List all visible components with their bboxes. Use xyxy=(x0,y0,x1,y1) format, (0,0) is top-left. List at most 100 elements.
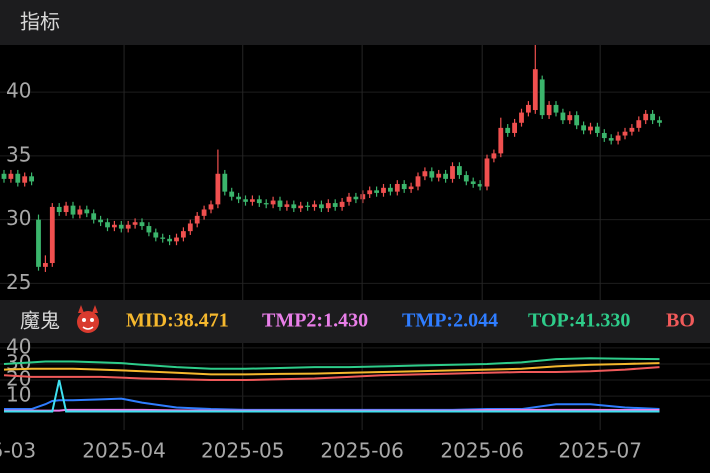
candle-body xyxy=(181,231,186,238)
candle-body xyxy=(436,173,442,178)
candle-body xyxy=(174,237,179,242)
candle-body xyxy=(250,199,255,202)
candle-body xyxy=(167,238,172,242)
candle-body xyxy=(98,219,103,223)
candle-body xyxy=(15,173,21,183)
candle-body xyxy=(56,206,62,213)
candle-body xyxy=(560,112,566,121)
candle-body xyxy=(125,224,131,229)
y-tick-label: 40 xyxy=(6,79,31,103)
candle-body xyxy=(608,138,614,141)
header-title: 指标 xyxy=(20,10,60,34)
candle-body xyxy=(208,204,214,210)
candle-body xyxy=(201,209,207,216)
devil-icon xyxy=(77,305,99,333)
candle-body xyxy=(353,196,359,200)
candle-body xyxy=(215,173,221,205)
candle-body xyxy=(643,113,649,121)
candle-body xyxy=(601,132,607,139)
legend-item: MID:38.471 xyxy=(126,310,229,332)
candle-body xyxy=(408,186,414,190)
x-tick-label: 2025-04 xyxy=(82,439,166,463)
x-tick-label: 2025-03 xyxy=(0,439,36,463)
candle-body xyxy=(463,175,469,182)
candle-body xyxy=(187,223,193,232)
y-tick-label: 35 xyxy=(6,142,31,166)
candle-body xyxy=(546,104,552,116)
candle-body xyxy=(332,203,338,207)
candle-body xyxy=(512,122,517,133)
candle-body xyxy=(1,173,7,179)
candle-body xyxy=(457,166,462,176)
header-bar xyxy=(0,0,710,45)
candle-body xyxy=(298,205,304,209)
candle-body xyxy=(636,120,642,128)
x-tick-label: 2025-06 xyxy=(320,439,404,463)
legend-item: BO xyxy=(666,310,695,332)
candle-body xyxy=(346,196,352,202)
candle-body xyxy=(43,263,48,267)
candle-body xyxy=(339,201,345,207)
candle-body xyxy=(325,203,331,209)
candle-body xyxy=(36,219,41,267)
candle-body xyxy=(526,104,531,113)
candle-body xyxy=(567,115,573,121)
candle-body xyxy=(63,205,69,213)
candle-body xyxy=(263,203,269,205)
candle-body xyxy=(91,213,97,220)
candle-body xyxy=(284,204,290,207)
candle-body xyxy=(539,79,545,116)
candle-body xyxy=(505,127,511,133)
candle-body xyxy=(629,127,635,132)
candle-body xyxy=(194,215,200,224)
candle-body xyxy=(657,120,662,123)
y-tick-label: 25 xyxy=(6,270,31,294)
candle-body xyxy=(574,115,580,126)
candle-body xyxy=(146,226,152,233)
candle-body xyxy=(595,126,600,133)
indicator-bar xyxy=(0,300,710,343)
candle-body xyxy=(105,222,110,228)
legend-item: TOP:41.330 xyxy=(528,310,630,332)
candle-body xyxy=(422,171,428,177)
candle-body xyxy=(139,222,145,227)
candle-body xyxy=(243,199,248,202)
candle-body xyxy=(22,176,28,183)
candle-body xyxy=(8,173,14,179)
candle-body xyxy=(477,183,483,187)
candle-body xyxy=(118,224,124,229)
candle-body xyxy=(70,205,76,215)
y-tick-label: 40 xyxy=(6,334,31,358)
indicator-line xyxy=(3,357,660,370)
candle-body xyxy=(532,69,538,111)
candle-body xyxy=(360,194,366,200)
candle-body xyxy=(429,171,435,178)
candle-body xyxy=(374,190,379,193)
candle-body xyxy=(229,191,235,197)
x-tick-label: 2025-06 xyxy=(440,439,524,463)
x-tick-label: 2025-05 xyxy=(201,439,285,463)
price-panel xyxy=(0,45,710,300)
candle-body xyxy=(84,209,90,214)
candle-body xyxy=(581,125,586,131)
candle-body xyxy=(553,104,559,113)
legend-item: TMP:2.044 xyxy=(402,310,498,332)
candle-body xyxy=(443,173,448,179)
candle-body xyxy=(491,153,497,159)
candle-body xyxy=(153,232,159,238)
candle-body xyxy=(29,176,34,182)
candle-body xyxy=(588,126,593,131)
indicator-line xyxy=(3,362,660,376)
candle-body xyxy=(112,224,117,228)
candle-body xyxy=(484,158,490,187)
charts: 25 30 35 40 MID:38.471 TMP2:1.430 TMP:2.044 TOP… xyxy=(0,45,710,463)
candle-body xyxy=(77,209,83,215)
candle-body xyxy=(256,199,262,204)
candle-body xyxy=(305,205,310,207)
candle-body xyxy=(319,204,324,209)
candle-body xyxy=(615,135,621,141)
candle-body xyxy=(132,222,138,225)
candle-body xyxy=(270,200,276,205)
candle-body xyxy=(381,187,386,193)
legend-item: TMP2:1.430 xyxy=(262,310,368,332)
